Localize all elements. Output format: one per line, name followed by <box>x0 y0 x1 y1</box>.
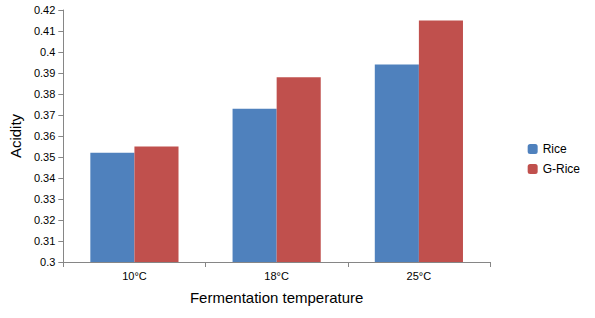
svg-text:0.38: 0.38 <box>34 88 55 100</box>
svg-text:0.31: 0.31 <box>34 235 55 247</box>
svg-text:0.37: 0.37 <box>34 109 55 121</box>
svg-text:18°C: 18°C <box>264 270 289 282</box>
svg-text:G-Rice: G-Rice <box>543 162 581 176</box>
svg-text:0.39: 0.39 <box>34 67 55 79</box>
svg-text:0.33: 0.33 <box>34 193 55 205</box>
svg-text:0.41: 0.41 <box>34 25 55 37</box>
svg-text:Acidity: Acidity <box>7 113 24 158</box>
svg-text:0.3: 0.3 <box>40 256 55 268</box>
svg-text:Rice: Rice <box>543 142 567 156</box>
svg-text:10°C: 10°C <box>122 270 147 282</box>
svg-text:0.35: 0.35 <box>34 151 55 163</box>
svg-text:0.42: 0.42 <box>34 4 55 16</box>
svg-text:0.4: 0.4 <box>40 46 55 58</box>
svg-text:0.32: 0.32 <box>34 214 55 226</box>
svg-text:Fermentation temperature: Fermentation temperature <box>190 289 363 306</box>
svg-text:0.34: 0.34 <box>34 172 55 184</box>
svg-text:0.36: 0.36 <box>34 130 55 142</box>
svg-text:25°C: 25°C <box>407 270 432 282</box>
